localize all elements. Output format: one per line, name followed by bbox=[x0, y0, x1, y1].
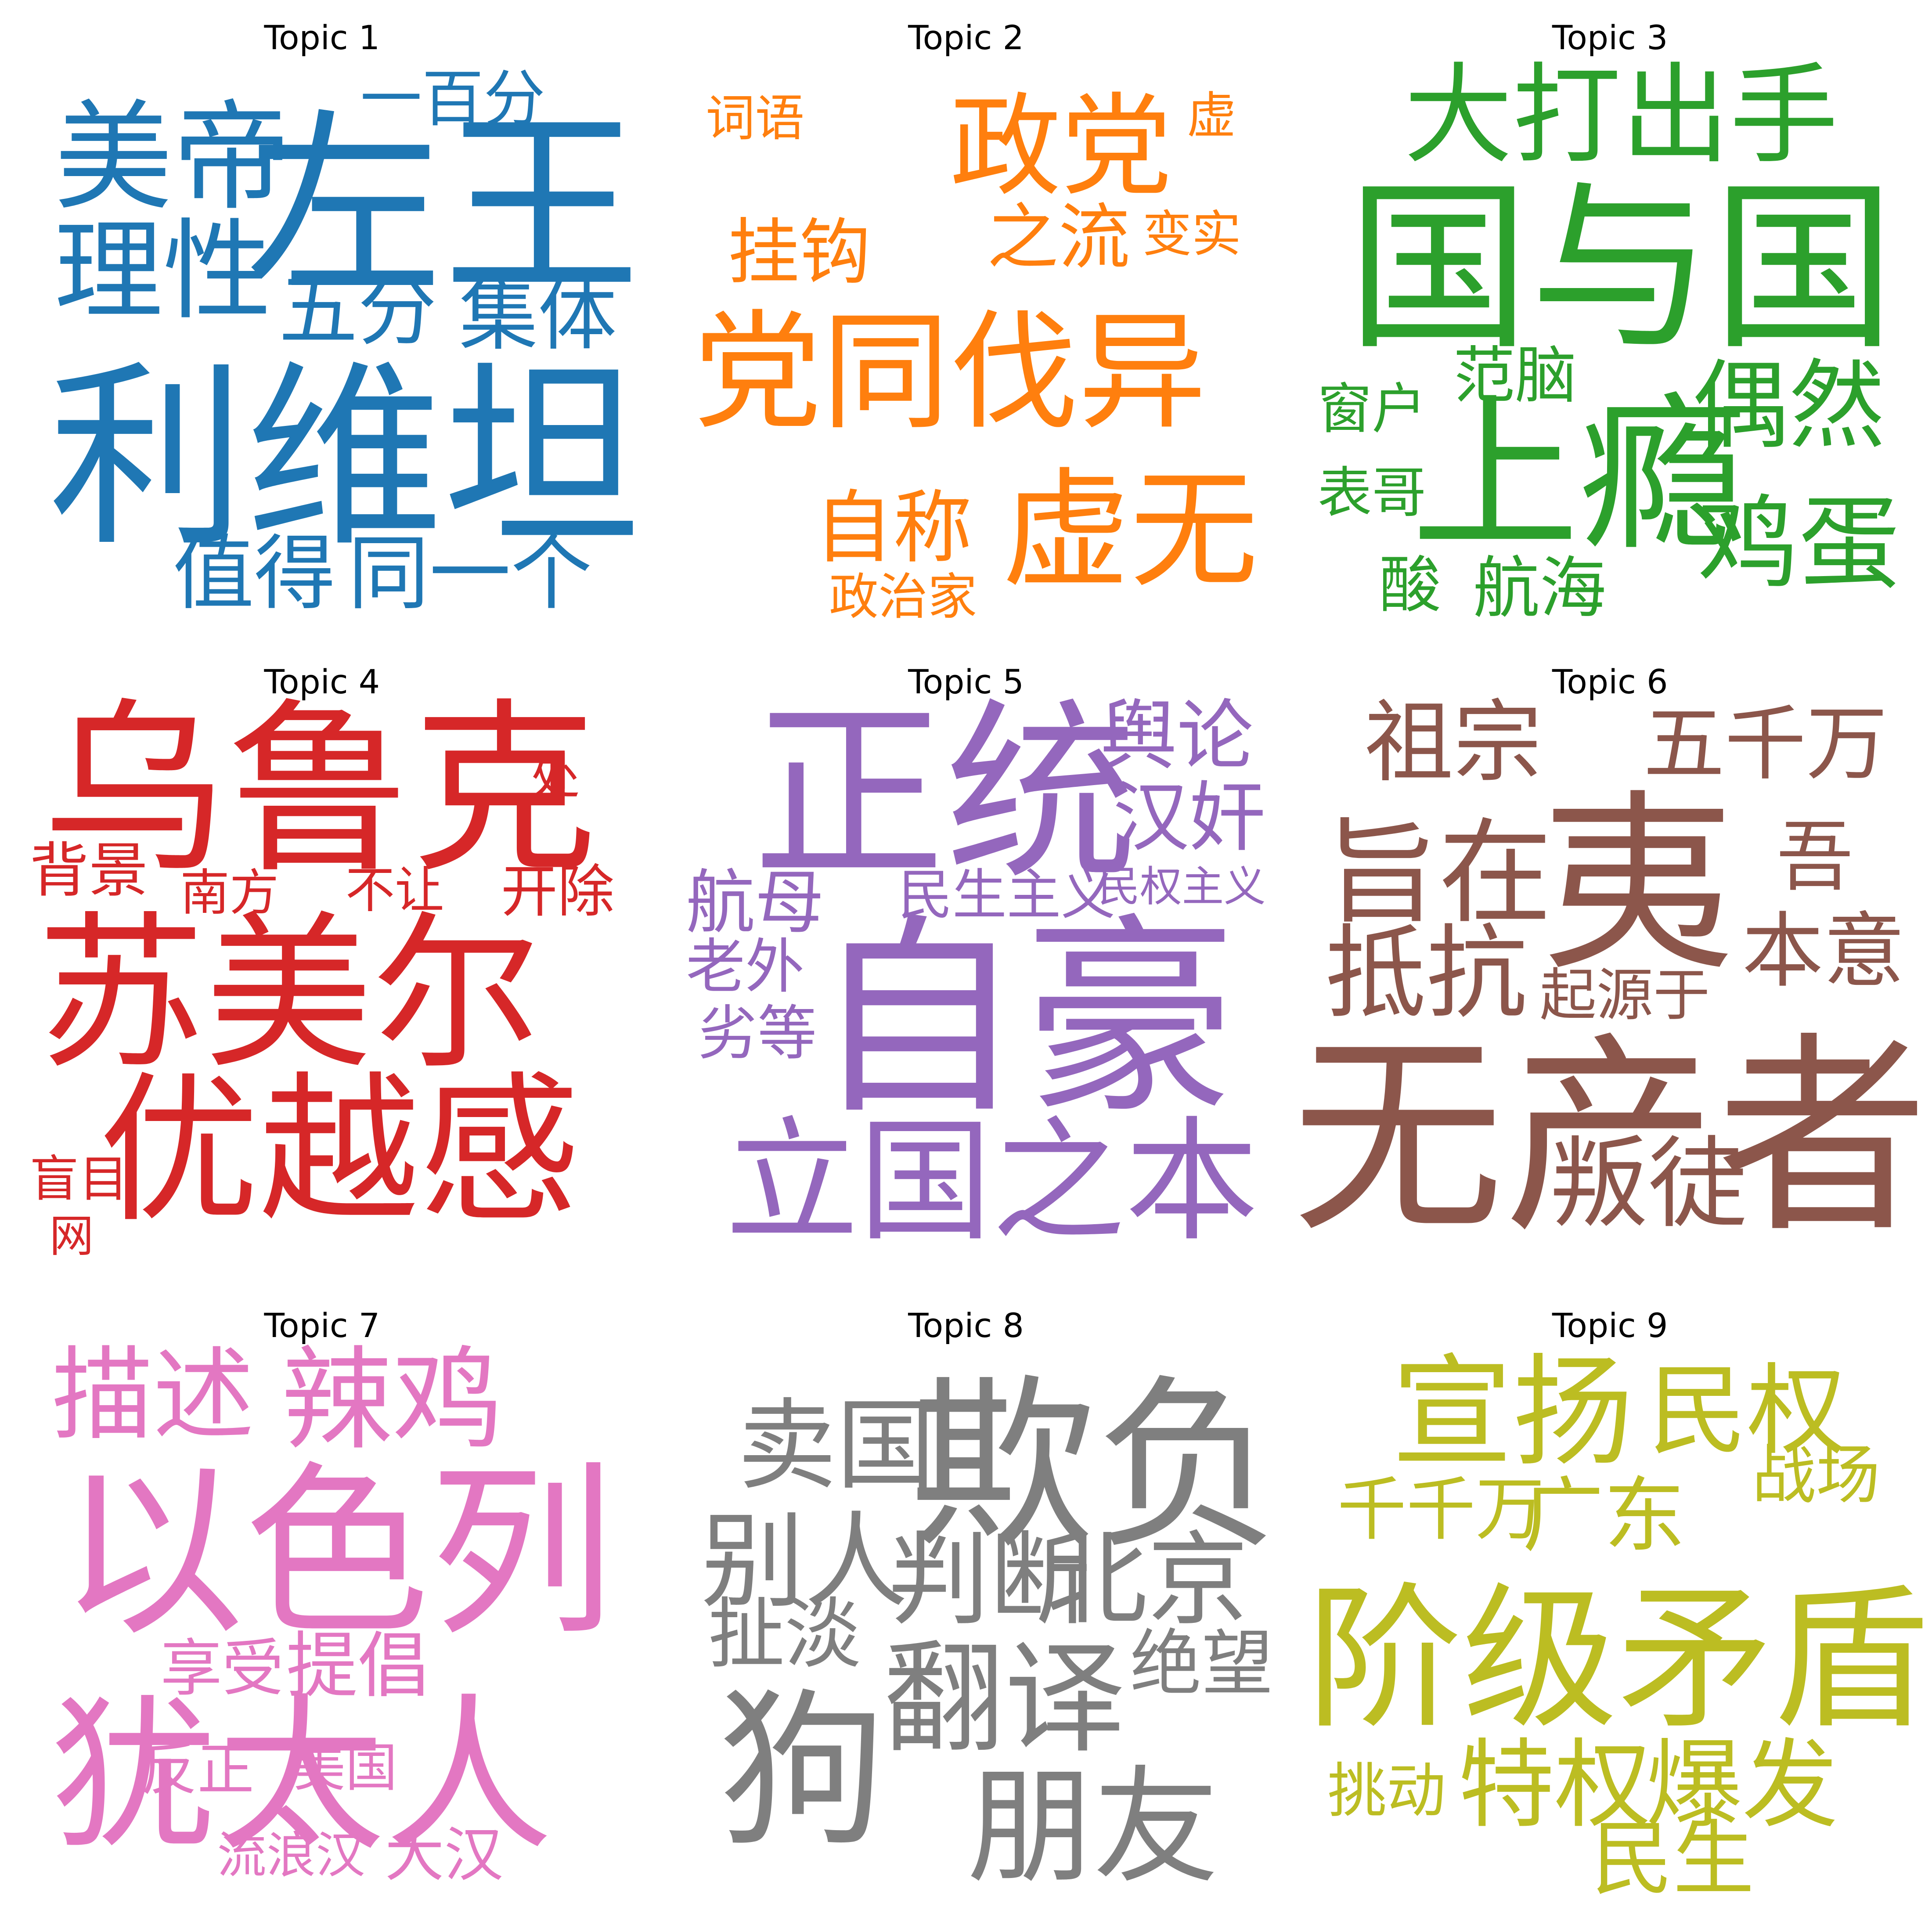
topic-panel-9: Topic 9 宣扬 民权 战场 千千万 广东 阶级矛盾 挑动 特权 爆发 民生 bbox=[1288, 1288, 1932, 1932]
cloud-word: 描述 bbox=[52, 1345, 254, 1446]
topic-panel-5: Topic 5 正统 舆论 汉奸 航母 民生主义 民权主义 老外 劣等 自豪 立国之本 bbox=[644, 644, 1288, 1288]
cloud-word: 苏美尔 bbox=[37, 911, 540, 1078]
cloud-word: 表哥 bbox=[1318, 466, 1426, 521]
topic-panel-8: Topic 8 卖国 欺负 别人 判断 北京 扯淡 翻译 绝望狗朋友 bbox=[644, 1288, 1288, 1932]
cloud-word: 航海 bbox=[1473, 555, 1606, 622]
cloud-word: 挂钩 bbox=[728, 217, 871, 289]
cloud-word: 处 bbox=[530, 753, 580, 802]
topic-panel-3: Topic 3 大打出手 国与国 范脑 窗户 上瘾 偶然 表哥酸航海 鸡蛋 bbox=[1288, 0, 1932, 644]
cloud-word: 网 bbox=[49, 1214, 94, 1258]
topic-panel-1: Topic 1 一百分 美帝 左王 理性 五分 集体 利维坦 值得 同一个 bbox=[0, 0, 644, 644]
cloud-word: 阶级矛盾 bbox=[1307, 1582, 1928, 1737]
cloud-word: 大汉 bbox=[385, 1826, 504, 1885]
cloud-word: 之流 bbox=[987, 202, 1130, 274]
cloud-word: 战场 bbox=[1752, 1443, 1880, 1507]
word-cloud: 卖国 欺负 别人 判断 北京 扯淡 翻译 绝望狗朋友 bbox=[644, 1288, 1288, 1932]
cloud-word: 变实 bbox=[1143, 210, 1241, 259]
cloud-word: 劣等 bbox=[698, 1004, 817, 1063]
cloud-word: 夷 bbox=[1542, 789, 1734, 982]
word-cloud: 一百分 美帝 左王 理性 五分 集体 利维坦 值得 同一个 bbox=[0, 0, 644, 644]
word-cloud: 大打出手 国与国 范脑 窗户 上瘾 偶然 表哥酸航海 鸡蛋 bbox=[1288, 0, 1932, 644]
cloud-word: 虚 bbox=[1187, 91, 1236, 141]
cloud-word: 流浪汉 bbox=[217, 1831, 365, 1880]
cloud-word: 党同伐异 bbox=[693, 308, 1207, 436]
cloud-word: 民生 bbox=[1592, 1819, 1755, 1900]
cloud-word: 宣扬 bbox=[1391, 1352, 1633, 1473]
word-cloud: 词语 政党虚挂钩 之流 变实党同伐异自称 虚无 政治家 bbox=[644, 0, 1288, 644]
cloud-word: 老外 bbox=[686, 937, 804, 997]
topic-panel-2: Topic 2 词语 政党虚挂钩 之流 变实 党同伐异 自称 虚无 政治家 bbox=[644, 0, 1288, 644]
cloud-word: 窗户 bbox=[1318, 382, 1426, 437]
cloud-word: 政党 bbox=[950, 91, 1172, 202]
cloud-word: 汉奸 bbox=[1113, 780, 1265, 856]
cloud-word: 广东 bbox=[1522, 1475, 1685, 1557]
cloud-word: 翻译 bbox=[883, 1638, 1125, 1759]
cloud-word: 卖国 bbox=[738, 1397, 935, 1496]
cloud-word: 值得 bbox=[173, 533, 335, 614]
cloud-word: 偶然 bbox=[1693, 358, 1885, 454]
cloud-word: 反正 bbox=[141, 1742, 254, 1799]
cloud-word: 旨在 bbox=[1325, 817, 1552, 930]
topic-panel-4: Topic 4 乌鲁克处背景 南方 不让 开除 苏美尔 优越感 盲目网 bbox=[0, 644, 644, 1288]
cloud-word: 北京 bbox=[1046, 1530, 1249, 1631]
cloud-word: 抵抗 bbox=[1325, 923, 1528, 1024]
cloud-word: 美国 bbox=[294, 1742, 397, 1794]
cloud-word: 祖宗 bbox=[1365, 698, 1543, 787]
cloud-word: 词语 bbox=[706, 94, 804, 143]
cloud-word: 同一个 bbox=[348, 533, 592, 614]
cloud-word: 背景 bbox=[29, 841, 148, 901]
cloud-word: 优越感 bbox=[99, 1071, 580, 1231]
cloud-word: 以色列 bbox=[59, 1461, 614, 1646]
cloud-word: 大打出手 bbox=[1404, 61, 1838, 170]
cloud-word: 立国之本 bbox=[725, 1115, 1258, 1248]
cloud-word: 叛徒 bbox=[1550, 1135, 1747, 1234]
cloud-word: 自称 bbox=[814, 489, 972, 568]
word-cloud: 正统 舆论 汉奸 航母 民生主义 民权主义 老外 劣等 自豪 立国之本 bbox=[644, 644, 1288, 1288]
cloud-word: 盲目 bbox=[29, 1155, 128, 1204]
cloud-word: 辣鸡 bbox=[281, 1345, 504, 1456]
cloud-word: 吾 bbox=[1777, 819, 1853, 896]
cloud-word: 理性 bbox=[54, 217, 272, 326]
cloud-word: 狗 bbox=[718, 1688, 886, 1856]
cloud-word: 航母 bbox=[686, 869, 824, 937]
cloud-word: 政治家 bbox=[829, 573, 977, 622]
cloud-word: 鸡蛋 bbox=[1698, 494, 1900, 595]
cloud-word: 五分 bbox=[279, 271, 437, 350]
cloud-word: 集体 bbox=[459, 276, 617, 355]
cloud-word: 虚无 bbox=[1002, 466, 1258, 595]
cloud-word: 正统 bbox=[753, 698, 1138, 890]
cloud-word: 千千万 bbox=[1337, 1475, 1545, 1544]
topic-panel-6: Topic 6 祖宗 五千万 旨在夷吾抵抗 本意 起源于 无产者 叛徒 bbox=[1288, 644, 1932, 1288]
cloud-word: 五千万 bbox=[1644, 703, 1888, 785]
word-cloud: 乌鲁克处背景 南方 不让 开除 苏美尔 优越感 盲目网 bbox=[0, 644, 644, 1288]
cloud-word: 自豪 bbox=[812, 913, 1236, 1125]
cloud-word: 扯淡 bbox=[708, 1597, 861, 1673]
cloud-word: 朋友 bbox=[967, 1764, 1219, 1890]
cloud-word: 挑动 bbox=[1327, 1762, 1446, 1821]
cloud-word: 绝望 bbox=[1130, 1629, 1273, 1700]
word-cloud: 描述 辣鸡 以色列 享受 提倡 犹太人 反正 美国 流浪汉 大汉 bbox=[0, 1288, 644, 1932]
cloud-word: 酸 bbox=[1379, 555, 1441, 616]
word-cloud: 祖宗 五千万 旨在夷吾抵抗 本意 起源于 无产者 叛徒 bbox=[1288, 644, 1932, 1288]
cloud-word: 本意 bbox=[1742, 911, 1905, 992]
topic-panel-7: Topic 7 描述 辣鸡 以色列 享受 提倡 犹太人 反正 美国 流浪汉 大汉 bbox=[0, 1288, 644, 1932]
cloud-word: 国与国 bbox=[1347, 178, 1895, 360]
cloud-word: 舆论 bbox=[1100, 698, 1253, 775]
word-cloud: 宣扬 民权 战场 千千万 广东 阶级矛盾 挑动 特权 爆发 民生 bbox=[1288, 1288, 1932, 1932]
